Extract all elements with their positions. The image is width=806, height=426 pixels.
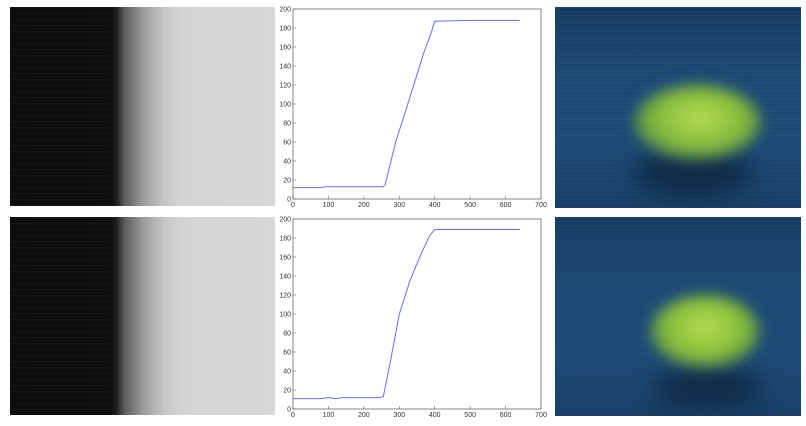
x-tick-label: 0 [291, 412, 295, 419]
y-tick-label: 200 [279, 217, 291, 224]
y-tick-label: 60 [283, 140, 291, 147]
x-tick-label: 0 [291, 202, 295, 209]
edge-image-top [10, 7, 275, 206]
profile-plot-top: 0 100 200 300 400 500 600 700 0 20 40 60 80 100 120 140… [279, 5, 549, 211]
profile-chart-bottom: 0 100 200 300 400 500 600 700 0 20 40 60 80 100 120 140… [279, 217, 547, 420]
x-tick-label: 300 [393, 412, 405, 419]
y-tick-label: 20 [283, 178, 291, 185]
ball-blur [651, 295, 759, 367]
y-tick-label: 40 [283, 369, 291, 376]
x-tick-label: 100 [323, 202, 335, 209]
ball-photo-bottom [555, 217, 801, 416]
ball-blur [635, 85, 760, 159]
y-tick-label: 20 [283, 388, 291, 395]
y-tick-label: 180 [279, 236, 291, 243]
ball-shadow [653, 367, 763, 409]
x-tick-label: 700 [535, 202, 547, 209]
x-tick-label: 500 [464, 412, 476, 419]
profile-plot-bottom: 0 100 200 300 400 500 600 700 0 20 40 60 80 100 120 140… [279, 215, 549, 421]
y-tick-label: 80 [283, 121, 291, 128]
y-tick-label: 120 [279, 293, 291, 300]
y-tick-label: 0 [287, 407, 291, 414]
y-tick-label: 100 [279, 312, 291, 319]
y-tick-label: 140 [279, 274, 291, 281]
plot-frame [292, 8, 542, 200]
y-tick-label: 200 [279, 7, 291, 14]
y-tick-label: 40 [283, 159, 291, 166]
intensity-profile-line [293, 229, 520, 400]
ball-photo-top [555, 7, 801, 208]
y-tick-label: 60 [283, 350, 291, 357]
x-tick-label: 100 [323, 412, 335, 419]
y-tick-label: 100 [279, 102, 291, 109]
y-tick-label: 140 [279, 64, 291, 71]
plot-frame [292, 218, 542, 410]
x-tick-label: 600 [500, 202, 512, 209]
x-tick-label: 200 [358, 202, 370, 209]
y-tick-label: 120 [279, 83, 291, 90]
y-tick-label: 160 [279, 255, 291, 262]
x-tick-label: 700 [535, 412, 547, 419]
intensity-profile-line [293, 19, 520, 189]
y-tick-label: 80 [283, 331, 291, 338]
x-tick-label: 300 [393, 202, 405, 209]
y-tick-label: 180 [279, 26, 291, 33]
x-tick-label: 400 [429, 202, 441, 209]
x-tick-label: 500 [464, 202, 476, 209]
x-tick-label: 600 [500, 412, 512, 419]
x-tick-label: 400 [429, 412, 441, 419]
y-tick-label: 160 [279, 45, 291, 52]
x-tick-label: 200 [358, 412, 370, 419]
profile-chart-top: 0 100 200 300 400 500 600 700 0 20 40 60 80 100 120 140… [279, 7, 547, 210]
edge-image-bottom [10, 217, 275, 415]
y-tick-label: 0 [287, 197, 291, 204]
